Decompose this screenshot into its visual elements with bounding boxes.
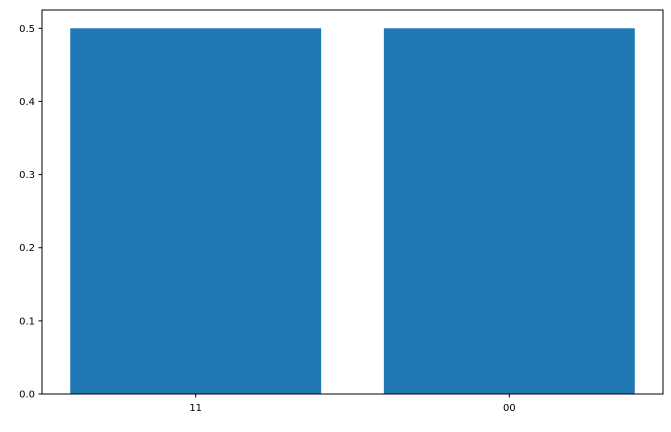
y-tick-label: 0.4 [19, 97, 35, 108]
bar-00 [383, 28, 635, 395]
y-tick-label: 0.5 [19, 24, 35, 35]
y-tick-label: 0.3 [19, 170, 35, 181]
y-tick-label: 0.2 [19, 243, 35, 254]
y-tick-label: 0.0 [19, 390, 35, 401]
x-tick-label: 11 [189, 403, 202, 414]
axes-frame [41, 9, 664, 395]
y-tick-label: 0.1 [19, 316, 35, 327]
x-tick-label: 00 [503, 403, 516, 414]
bar-11 [70, 28, 322, 395]
